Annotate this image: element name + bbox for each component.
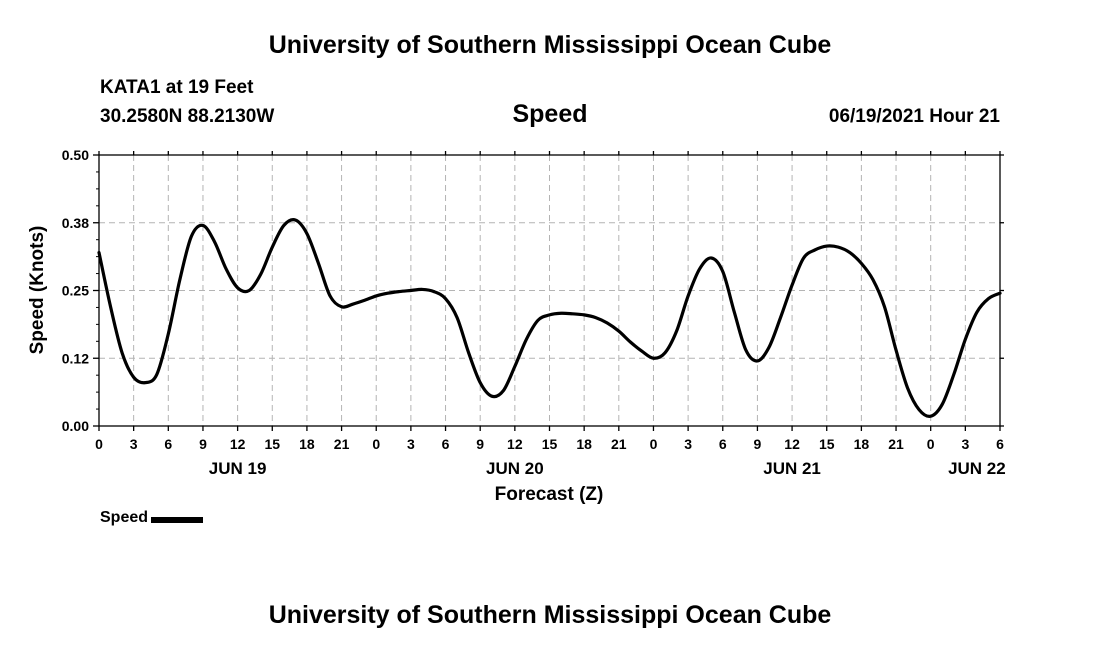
page-title: University of Southern Mississippi Ocean… [268, 31, 832, 59]
y-tick-label: 0.00 [62, 418, 89, 434]
x-tick-label: 12 [507, 436, 523, 452]
x-axis-label: Forecast (Z) [495, 484, 604, 505]
x-tick-label: 3 [684, 436, 692, 452]
x-tick-label: 6 [996, 436, 1004, 452]
y-axis-label: Speed (Knots) [27, 226, 48, 355]
date-label: JUN 21 [763, 459, 821, 478]
legend-swatch [151, 516, 204, 523]
x-tick-label: 6 [442, 436, 450, 452]
x-tick-label: 3 [130, 436, 138, 452]
series-group [97, 218, 1002, 419]
coordinates-label: 30.2580N 88.2130W [100, 106, 275, 127]
x-tick-label: 6 [164, 436, 172, 452]
x-tick-label: 0 [650, 436, 658, 452]
datetime-label: 06/19/2021 Hour 21 [828, 106, 1000, 127]
x-tick-label: 15 [264, 436, 280, 452]
x-tick-label: 15 [819, 436, 835, 452]
legend-label: Speed [100, 509, 149, 526]
x-tick-label: 3 [961, 436, 969, 452]
y-tick-label: 0.38 [62, 215, 89, 231]
x-tick-label: 12 [784, 436, 800, 452]
chart-title: Speed [512, 100, 588, 128]
x-tick-label: 21 [611, 436, 627, 452]
date-label: JUN 19 [209, 459, 267, 478]
y-tick-label: 0.50 [62, 147, 89, 163]
x-tick-label: 12 [230, 436, 246, 452]
station-label: KATA1 at 19 Feet [100, 77, 254, 98]
x-tick-label: 18 [299, 436, 315, 452]
footer-title: University of Southern Mississippi Ocean… [268, 601, 832, 629]
x-tick-label: 6 [719, 436, 727, 452]
x-tick-label: 15 [542, 436, 558, 452]
x-tick-label: 18 [576, 436, 592, 452]
x-tick-label: 3 [407, 436, 415, 452]
y-tick-label: 0.25 [62, 283, 89, 299]
x-tick-label: 21 [334, 436, 350, 452]
y-axis: 0.00 0.12 0.25 0.38 0.50 [62, 147, 1004, 434]
x-tick-label: 21 [888, 436, 904, 452]
x-tick-label: 0 [372, 436, 380, 452]
x-tick-label: 9 [754, 436, 762, 452]
x-tick-label: 9 [199, 436, 207, 452]
y-tick-label: 0.12 [62, 350, 89, 366]
chart-grid [99, 155, 1000, 426]
x-tick-label: 0 [95, 436, 103, 452]
date-label: JUN 22 [948, 459, 1006, 478]
x-tick-label: 18 [854, 436, 870, 452]
series-line-speed [97, 218, 1002, 419]
x-axis: 0 3 6 9 12 15 18 21 0 3 6 9 12 15 18 21 0 3 6 9 12 15 18 21 0 3 6 J… [95, 151, 1006, 478]
date-label: JUN 20 [486, 459, 544, 478]
x-tick-label: 9 [476, 436, 484, 452]
legend: Speed [100, 509, 204, 527]
x-tick-label: 0 [927, 436, 935, 452]
